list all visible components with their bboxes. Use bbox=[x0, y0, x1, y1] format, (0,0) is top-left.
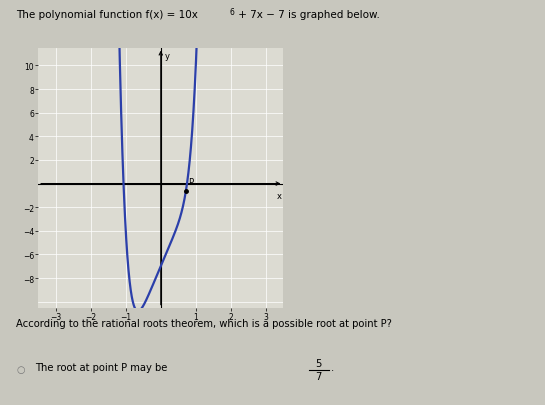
Text: P: P bbox=[188, 177, 193, 186]
Text: 6: 6 bbox=[230, 8, 235, 17]
Text: The polynomial function f(x) = 10x: The polynomial function f(x) = 10x bbox=[16, 10, 198, 20]
Text: y: y bbox=[164, 52, 169, 61]
Text: + 7x − 7 is graphed below.: + 7x − 7 is graphed below. bbox=[235, 10, 380, 20]
Text: x: x bbox=[277, 191, 282, 200]
Text: ○: ○ bbox=[16, 364, 25, 375]
Text: 7: 7 bbox=[316, 371, 322, 381]
Text: 5: 5 bbox=[316, 358, 322, 369]
Text: .: . bbox=[331, 362, 334, 373]
Text: The root at point P may be: The root at point P may be bbox=[35, 362, 171, 373]
Text: According to the rational roots theorem, which is a possible root at point P?: According to the rational roots theorem,… bbox=[16, 318, 392, 328]
